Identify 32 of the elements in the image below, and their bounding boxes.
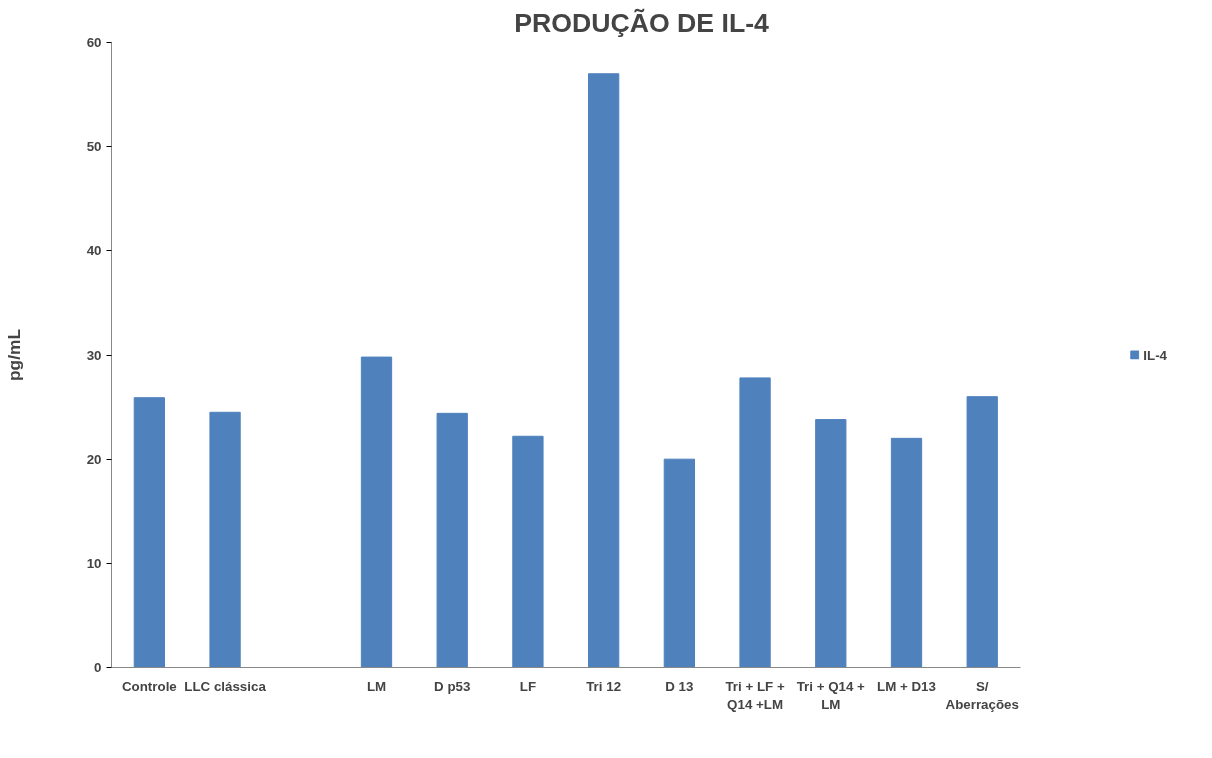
y-tick-label: 60 [86,35,102,50]
bar [815,419,847,668]
x-tick-label: D p53 [434,678,471,694]
bar [890,437,923,668]
bar [436,412,468,668]
x-tick-label: LF [519,678,537,694]
bar [512,435,544,668]
x-tick-label: Tri + Q14 + LM [796,678,866,712]
bar [663,458,695,668]
y-tick-label: 40 [86,243,102,259]
x-tick-label: Tri 12 [586,678,622,694]
bar [739,377,771,668]
legend-label: IL-4 [1143,347,1167,362]
bar [588,73,620,668]
y-tick-label: 10 [86,555,102,571]
bar [966,396,998,668]
bar [360,356,393,668]
y-tick-label: 30 [86,347,102,363]
chart-title: PRODUÇÃO DE IL-4 [514,7,770,38]
y-tick-label: 50 [86,139,102,155]
x-tick-label: Controle [121,678,177,694]
y-tick-label: 20 [86,451,102,467]
x-tick-label: D 13 [665,678,694,694]
y-axis-title: pg/mL [3,328,24,381]
x-tick-label: S/ Aberrações [945,678,1019,712]
bar [209,411,241,668]
y-tick-label: 0 [94,660,102,675]
x-tick-label: Tri + LF + Q14 +LM [725,678,785,712]
x-tick-label: LLC clássica [184,678,267,694]
x-tick-label: LM + D13 [877,678,936,694]
bar [133,397,165,668]
x-tick-label: LM [366,678,387,694]
